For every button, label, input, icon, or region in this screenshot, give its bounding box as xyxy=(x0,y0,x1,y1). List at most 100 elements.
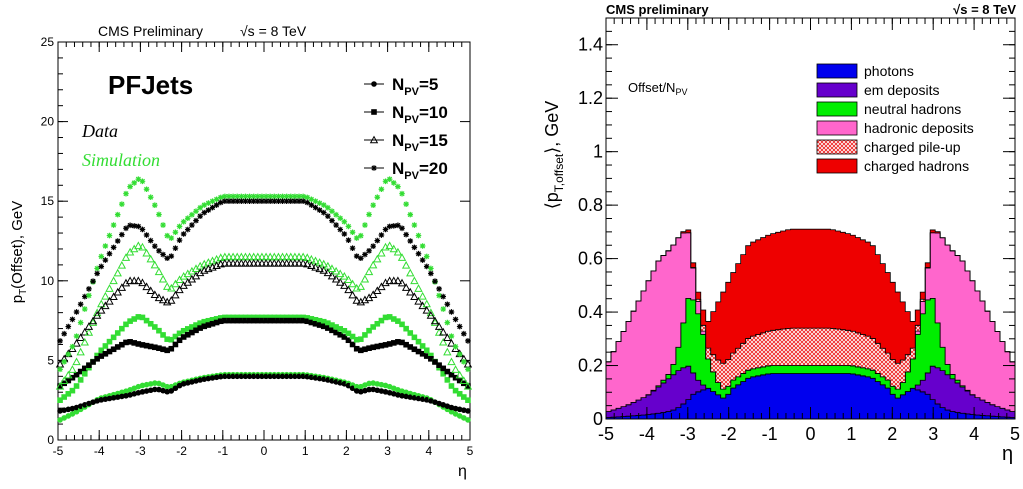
data-point xyxy=(419,257,426,263)
legend-entry-sub: PV xyxy=(404,142,419,154)
data-point xyxy=(440,365,447,372)
data-point xyxy=(242,198,249,204)
data-point xyxy=(228,258,238,267)
data-point xyxy=(134,276,143,285)
x-axis-label: η xyxy=(458,463,467,480)
data-point xyxy=(222,198,228,204)
simulation-point xyxy=(109,276,118,285)
simulation-point xyxy=(117,260,127,269)
simulation-point xyxy=(102,243,109,249)
stacked-areas xyxy=(605,228,1016,420)
x-tick-label: 4 xyxy=(425,444,432,458)
simulation-point xyxy=(98,253,105,260)
offset-composition-chart: CMS preliminary √s = 8 TeV Offset/NPV ⟨p… xyxy=(542,2,1020,465)
legend-swatch xyxy=(816,120,858,136)
simulation-point xyxy=(440,306,447,312)
data-point xyxy=(57,338,63,344)
legend-entry-main: N xyxy=(392,75,404,94)
data-point xyxy=(319,266,328,274)
simulation-point xyxy=(451,365,460,373)
simulation-point xyxy=(465,366,471,373)
x-tick-label: -1 xyxy=(762,424,778,444)
data-point xyxy=(164,347,170,354)
simulation-point xyxy=(77,319,84,326)
simulation-point xyxy=(456,351,463,358)
simulation-point xyxy=(348,279,357,288)
data-point xyxy=(233,258,242,267)
data-point xyxy=(341,334,348,340)
data-point xyxy=(278,258,287,267)
data-point xyxy=(72,338,81,347)
simulation-point xyxy=(344,275,353,284)
simulation-point xyxy=(179,271,188,280)
simulation-point xyxy=(65,391,72,397)
data-point xyxy=(345,382,352,389)
simulation-point xyxy=(168,336,175,343)
simulation-point xyxy=(205,317,212,324)
simulation-point xyxy=(349,333,356,340)
data-point xyxy=(226,198,232,204)
data-point xyxy=(230,198,236,204)
data-point xyxy=(246,317,253,324)
data-point xyxy=(423,263,430,270)
data-point xyxy=(386,341,393,347)
data-point xyxy=(432,278,438,284)
data-point xyxy=(303,259,312,268)
simulation-point xyxy=(407,330,414,336)
data-point xyxy=(88,316,98,325)
simulation-point xyxy=(94,352,100,359)
simulation-point xyxy=(222,193,228,200)
data-point xyxy=(209,204,216,211)
simulation-point xyxy=(465,417,471,423)
simulation-point xyxy=(255,314,261,321)
simulation-point xyxy=(143,317,150,324)
simulation-point xyxy=(98,347,105,354)
energy-label: √s = 8 TeV xyxy=(240,23,307,39)
offset-annotation: Offset/NPV xyxy=(628,80,687,97)
data-point xyxy=(434,322,444,330)
simulation-point xyxy=(403,325,409,332)
data-point xyxy=(340,281,349,289)
simulation-point xyxy=(69,387,76,394)
data-point xyxy=(98,397,105,403)
data-point xyxy=(393,276,403,285)
simulation-point xyxy=(300,314,306,321)
simulation-point xyxy=(443,347,452,356)
simulation-point xyxy=(135,314,142,320)
simulation-point xyxy=(316,317,323,324)
data-point xyxy=(250,198,257,204)
data-point xyxy=(168,253,175,259)
data-point xyxy=(456,377,463,384)
data-point xyxy=(197,213,203,219)
legend-entry: NPV=20 xyxy=(392,159,448,182)
data-point xyxy=(448,309,455,315)
data-point xyxy=(298,258,308,267)
data-point xyxy=(308,202,315,208)
data-point xyxy=(69,374,76,381)
simulation-point xyxy=(329,322,335,328)
simulation-point xyxy=(158,274,168,283)
series-npv-20 xyxy=(57,176,471,373)
data-point xyxy=(176,237,183,244)
y-tick-label: 0 xyxy=(593,409,603,429)
simulation-point xyxy=(76,347,85,356)
simulation-point xyxy=(134,241,143,250)
simulation-point xyxy=(448,383,455,389)
data-point xyxy=(341,231,348,237)
data-point xyxy=(292,198,298,204)
y-tick-label: 10 xyxy=(41,274,55,288)
simulation-point xyxy=(234,314,241,321)
simulation-point xyxy=(101,291,110,300)
simulation-point xyxy=(452,387,459,394)
simulation-point xyxy=(146,254,155,263)
simulation-point xyxy=(283,314,290,321)
data-point xyxy=(61,330,67,337)
simulation-point xyxy=(378,186,385,193)
data-point xyxy=(436,362,442,368)
data-point xyxy=(271,317,278,324)
data-point xyxy=(119,231,125,238)
data-point xyxy=(73,371,80,378)
simulation-point xyxy=(61,394,67,400)
simulation-point xyxy=(61,358,67,365)
